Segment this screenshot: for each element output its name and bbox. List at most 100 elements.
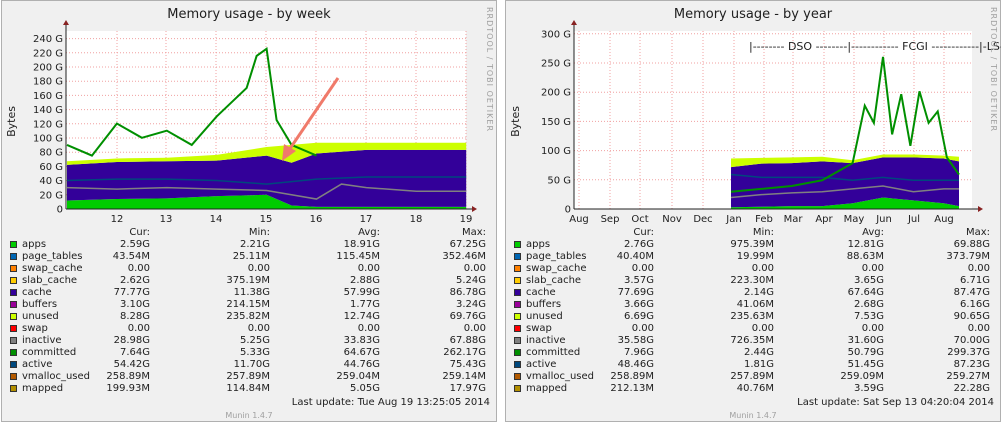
value-min: 2.21G (239, 239, 270, 250)
value-max: 0.00 (463, 323, 486, 334)
legend-row-inactive: inactive 28.98G 5.25G 33.83G 67.88G (8, 335, 486, 347)
value-min: 2.14G (743, 287, 774, 298)
value-cur: 8.28G (119, 311, 150, 322)
value-avg: 12.81G (847, 239, 884, 250)
legend-name: swap (526, 323, 552, 334)
legend-name: mapped (22, 383, 64, 394)
legend-swatch (514, 349, 521, 356)
value-cur: 0.00 (631, 323, 654, 334)
value-cur: 54.42G (113, 359, 150, 370)
x-tick-label: Jun (875, 214, 892, 225)
y-axis-arrow (571, 20, 577, 25)
legend-name: apps (22, 239, 47, 250)
legend-swatch (10, 349, 17, 356)
annotation-arrow (285, 77, 340, 154)
legend-name: active (526, 359, 557, 370)
value-avg: 5.05G (349, 383, 380, 394)
year-title: Memory usage - by year (673, 7, 833, 22)
legend-name: unused (526, 311, 563, 322)
y-tick-label: 240 G (33, 34, 63, 45)
legend-row-cache: cache 77.77G 11.38G 57.99G 86.78G (8, 287, 486, 299)
value-avg: 115.45M (336, 251, 380, 262)
value-min: 726.35M (730, 335, 774, 346)
value-max: 6.16G (959, 299, 990, 310)
legend-name: unused (22, 311, 59, 322)
value-min: 5.25G (239, 335, 270, 346)
legend-header: Cur: Min: Avg: Max: (512, 227, 990, 239)
value-max: 299.37G (947, 347, 990, 358)
year-graph-svg: 0 50 G 100 G 150 G 200 G 250 G 300 G Aug Sep Oct N… (541, 20, 1001, 225)
line-active (66, 176, 467, 185)
value-max: 352.46M (442, 251, 486, 262)
value-avg: 18.91G (343, 239, 380, 250)
y-tick-label: 100 G (541, 146, 571, 157)
value-cur: 258.89M (610, 371, 654, 382)
legend-name: committed (22, 347, 77, 358)
value-avg: 33.83G (343, 335, 380, 346)
x-tick-label: May (844, 214, 865, 225)
legend-row-committed: committed 7.64G 5.33G 64.67G 262.17G (8, 347, 486, 359)
legend-row-active: active 48.46G 1.81G 51.45G 87.23G (512, 359, 990, 371)
legend-row-vmalloc-used: vmalloc_used 258.89M 257.89M 259.09M 259.27M (512, 371, 990, 383)
y-axis-label: Bytes (509, 106, 522, 137)
x-tick-label: Aug (934, 214, 954, 225)
legend-row-mapped: mapped 212.13M 40.76M 3.59G 22.28G (512, 383, 990, 395)
legend-row-slab-cache: slab_cache 2.62G 375.19M 2.88G 5.24G (8, 275, 486, 287)
value-avg: 67.64G (847, 287, 884, 298)
legend-name: vmalloc_used (526, 371, 595, 382)
value-cur: 3.10G (119, 299, 150, 310)
value-max: 259.14M (442, 371, 486, 382)
value-cur: 0.00 (631, 263, 654, 274)
x-tick-label: 17 (360, 214, 373, 225)
value-min: 40.76M (736, 383, 774, 394)
col-min: Min: (248, 227, 270, 238)
legend-row-slab-cache: slab_cache 3.57G 223.30M 3.65G 6.71G (512, 275, 990, 287)
value-cur: 48.46G (617, 359, 654, 370)
dso-fcgi-ls-annotation: |-------- DSO --------|------------ FCGI… (749, 40, 1001, 53)
y-tick-label: 0 (57, 205, 63, 216)
value-cur: 3.66G (623, 299, 654, 310)
x-axis-arrow (978, 206, 983, 212)
value-cur: 0.00 (127, 263, 150, 274)
legend-row-swap: swap 0.00 0.00 0.00 0.00 (8, 323, 486, 335)
legend-swatch (10, 301, 17, 308)
value-max: 86.78G (449, 287, 486, 298)
legend-swatch (514, 337, 521, 344)
value-avg: 3.65G (853, 275, 884, 286)
value-max: 22.28G (953, 383, 990, 394)
legend-swatch (514, 277, 521, 284)
value-max: 87.47G (953, 287, 990, 298)
legend-row-buffers: buffers 3.10G 214.15M 1.77G 3.24G (8, 299, 486, 311)
legend-row-committed: committed 7.96G 2.44G 50.79G 299.37G (512, 347, 990, 359)
value-min: 1.81G (743, 359, 774, 370)
legend-row-apps: apps 2.76G 975.39M 12.81G 69.88G (512, 239, 990, 251)
legend-row-page-tables: page_tables 40.40M 19.99M 88.63M 373.79M (512, 251, 990, 263)
value-avg: 1.77G (349, 299, 380, 310)
legend-row-vmalloc-used: vmalloc_used 258.89M 257.89M 259.04M 259.14M (8, 371, 486, 383)
value-max: 69.76G (449, 311, 486, 322)
x-tick-label: 14 (210, 214, 223, 225)
value-cur: 2.76G (623, 239, 654, 250)
area-cache (67, 149, 467, 207)
value-avg: 12.74G (343, 311, 380, 322)
legend-swatch (514, 265, 521, 272)
value-max: 17.97G (449, 383, 486, 394)
value-avg: 0.00 (861, 323, 884, 334)
y-tick-label: 220 G (33, 48, 63, 59)
value-min: 114.84M (226, 383, 270, 394)
value-avg: 57.99G (343, 287, 380, 298)
value-max: 0.00 (463, 263, 486, 274)
value-avg: 0.00 (357, 323, 380, 334)
value-avg: 259.04M (336, 371, 380, 382)
rrdtool-credit: RRDTOOL / TOBI OETIKER (989, 7, 998, 133)
x-tick-label: Oct (631, 214, 648, 225)
line-committed (66, 47, 317, 157)
value-min: 0.00 (751, 323, 774, 334)
legend-swatch (10, 361, 17, 368)
legend-row-cache: cache 77.69G 2.14G 67.64G 87.47G (512, 287, 990, 299)
x-tick-label: Nov (662, 214, 682, 225)
value-avg: 88.63M (846, 251, 884, 262)
value-cur: 0.00 (127, 323, 150, 334)
y-tick-label: 0 (565, 205, 571, 216)
x-axis-arrow (472, 206, 477, 212)
